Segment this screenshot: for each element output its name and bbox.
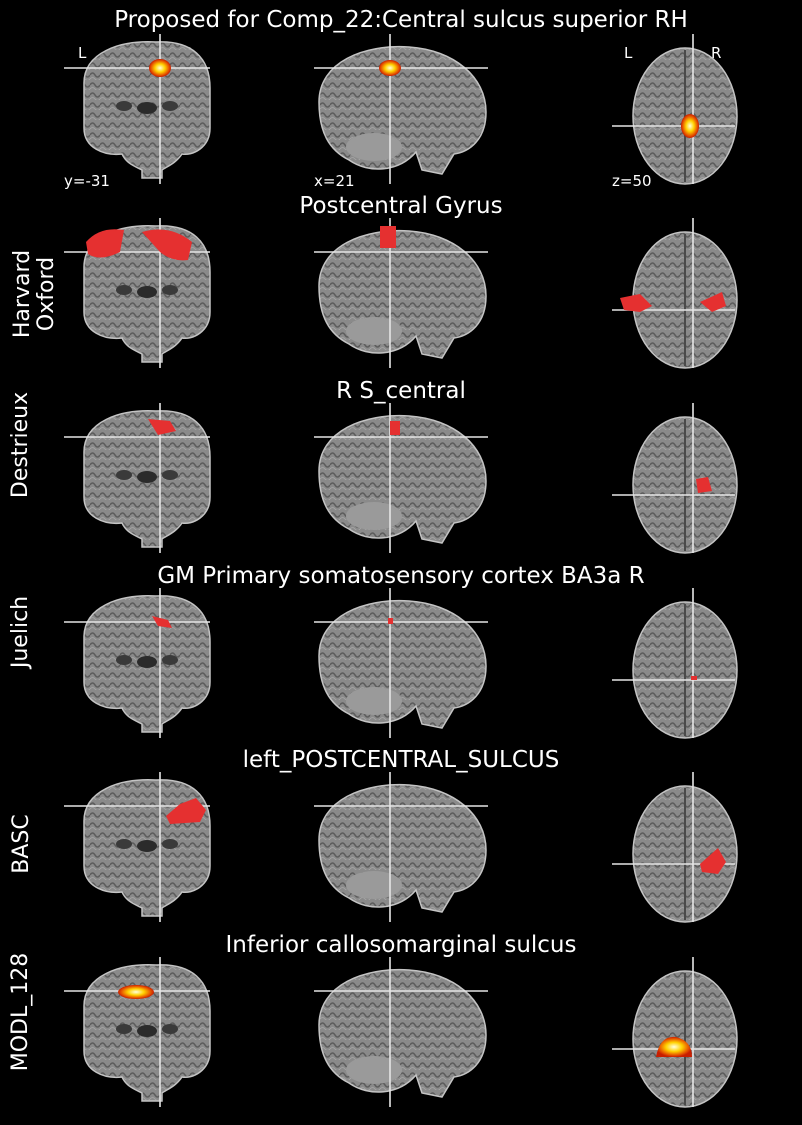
sagittal-brain-slice	[318, 45, 487, 175]
region-blob	[142, 229, 192, 261]
activation-blob	[656, 1036, 692, 1057]
panel-row-4	[64, 772, 738, 923]
row-title: Proposed for Comp_22:Central sulcus supe…	[114, 7, 688, 33]
panel-row-3	[64, 588, 738, 739]
region-blob	[696, 477, 712, 493]
region-blob	[691, 676, 697, 680]
ventricle	[116, 1024, 132, 1034]
row-title: R S_central	[336, 378, 466, 404]
ventricle	[137, 840, 157, 852]
region-blob	[620, 294, 652, 312]
activation-blob	[149, 59, 171, 77]
coronal-coordinate: y=-31	[64, 172, 110, 190]
region-blob	[388, 618, 393, 624]
activation-blob	[118, 985, 154, 999]
ventricle	[162, 101, 178, 111]
region-blob	[700, 848, 726, 874]
region-blob	[380, 226, 396, 248]
row-title: GM Primary somatosensory cortex BA3a R	[157, 563, 645, 589]
cerebellum	[346, 871, 402, 899]
sagittal-brain-slice	[318, 229, 487, 359]
region-blob	[166, 798, 206, 824]
orientation-right: R	[711, 44, 722, 62]
orientation-left: L	[624, 44, 633, 62]
region-blob	[86, 229, 124, 258]
ventricle	[116, 839, 132, 849]
ventricle	[137, 1025, 157, 1037]
row-title: Inferior callosomarginal sulcus	[225, 932, 577, 958]
ventricle	[137, 656, 157, 668]
panel-row-0	[64, 34, 738, 185]
panel-row-1	[64, 218, 738, 369]
ventricle	[137, 286, 157, 298]
ventricle	[116, 655, 132, 665]
ventricle	[162, 470, 178, 480]
region-blob	[390, 421, 400, 435]
ventricle	[116, 470, 132, 480]
ventricle	[116, 101, 132, 111]
panel-row-5	[64, 957, 738, 1108]
ventricle	[116, 285, 132, 295]
ventricle	[162, 655, 178, 665]
sagittal-brain-slice	[318, 968, 487, 1098]
axial-coordinate: z=50	[612, 172, 652, 190]
sagittal-coordinate: x=21	[314, 172, 355, 190]
row-title: left_POSTCENTRAL_SULCUS	[242, 747, 560, 773]
row-title: Postcentral Gyrus	[299, 193, 503, 219]
cerebellum	[346, 317, 402, 345]
ventricle	[162, 839, 178, 849]
orientation-left: L	[78, 44, 87, 62]
cerebellum	[346, 687, 402, 715]
region-blob	[700, 292, 726, 312]
sagittal-brain-slice	[318, 599, 487, 729]
activation-blob	[681, 114, 699, 138]
ventricle	[137, 471, 157, 483]
ventricle	[162, 285, 178, 295]
region-blob	[152, 616, 172, 628]
ventricle	[137, 102, 157, 114]
sagittal-brain-slice	[318, 783, 487, 913]
cerebellum	[346, 1056, 402, 1084]
panel-row-2	[64, 403, 738, 554]
sagittal-brain-slice	[318, 414, 487, 544]
activation-blob	[379, 60, 401, 76]
cerebellum	[346, 502, 402, 530]
region-blob	[148, 419, 176, 435]
ventricle	[162, 1024, 178, 1034]
cerebellum	[346, 133, 402, 161]
